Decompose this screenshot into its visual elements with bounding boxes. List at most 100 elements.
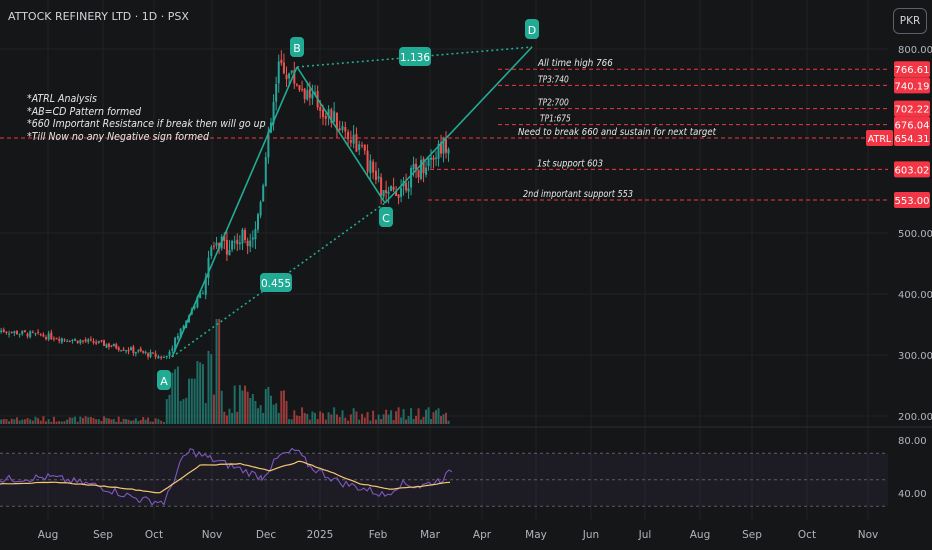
y-axis-tick: 500.00	[898, 229, 932, 240]
x-axis-tick: Nov	[202, 529, 223, 541]
candle-body	[382, 190, 385, 197]
candle-body	[63, 339, 66, 341]
candle-body	[204, 277, 207, 295]
candle-body	[322, 109, 325, 118]
volume-bar	[66, 419, 69, 424]
rsi-ma-line	[0, 460, 451, 494]
volume-bar	[39, 420, 42, 424]
candle-body	[117, 347, 120, 351]
volume-bar	[45, 421, 48, 424]
candle-body	[174, 337, 177, 351]
candle-body	[55, 338, 58, 340]
volume-bar	[196, 361, 199, 424]
volume-bar	[298, 416, 301, 424]
candle-body	[71, 339, 74, 341]
y-axis-tick: 400.00	[898, 290, 932, 301]
candle-body	[89, 339, 92, 341]
y-axis-tick: 800.00	[898, 45, 932, 56]
candle-body	[225, 239, 228, 255]
currency-button[interactable]: PKR	[893, 8, 927, 34]
volume-bar	[215, 319, 218, 424]
candle-body	[440, 142, 443, 154]
volume-bar	[60, 421, 63, 424]
candle-body	[31, 331, 34, 333]
volume-bar	[387, 414, 390, 424]
pattern-point	[525, 19, 539, 39]
volume-bar	[220, 390, 223, 424]
candle-body	[293, 70, 296, 84]
candle-body	[58, 339, 61, 341]
candle-body	[267, 131, 270, 158]
volume-bar	[233, 385, 236, 424]
volume-bar	[154, 418, 157, 424]
volume-bar	[125, 419, 128, 424]
volume-bar	[442, 414, 445, 424]
candle-body	[355, 134, 358, 152]
volume-bar	[246, 391, 249, 424]
candle-body	[176, 335, 179, 339]
volume-bar	[405, 419, 408, 424]
x-axis-tick: Dec	[256, 529, 277, 541]
volume-bar	[390, 410, 393, 424]
volume-bar	[392, 420, 395, 424]
candle-body	[301, 89, 304, 91]
candle-body	[37, 331, 40, 333]
candle-body	[319, 106, 322, 112]
candle-body	[445, 139, 448, 153]
candle-body	[264, 157, 267, 186]
candle-body	[254, 228, 257, 240]
volume-bar	[81, 418, 84, 424]
axes: 200.00 300.00 400.00 500.00 800.00 Aug Sep Oct N…	[38, 45, 932, 541]
volume-bar	[238, 385, 241, 424]
ratio-badge	[260, 273, 292, 292]
candle-body	[139, 348, 142, 352]
pattern-point	[157, 370, 171, 390]
ratio-line-bd	[296, 46, 533, 68]
candle-body	[417, 169, 420, 178]
volume-bar	[201, 364, 204, 424]
volume-bar	[338, 416, 341, 424]
candle-body	[420, 160, 423, 179]
candle-body	[149, 352, 152, 357]
volume-bar	[117, 416, 120, 424]
candle-body	[66, 341, 69, 343]
volume-bar	[425, 409, 428, 424]
volume-bar	[277, 412, 280, 424]
candle-body	[15, 331, 18, 335]
volume-bar	[358, 419, 361, 424]
volume-bar	[295, 415, 298, 424]
volume-bar	[257, 408, 260, 424]
volume-bar	[244, 385, 247, 424]
candle-body	[405, 182, 408, 191]
candle-body	[68, 341, 71, 343]
volume-bar	[272, 404, 275, 424]
candle-body	[8, 333, 11, 335]
volume-bar	[228, 408, 231, 424]
volume-bar	[262, 412, 265, 424]
price-badge-text: 676.04	[895, 121, 930, 132]
candle-body	[311, 93, 314, 99]
candle-body	[199, 292, 202, 299]
x-axis-tick: Feb	[369, 529, 388, 541]
volume-bar	[377, 414, 380, 424]
candle-body	[132, 346, 135, 354]
volume-bar	[74, 416, 77, 424]
volume-bar	[0, 419, 3, 424]
volume-bar	[301, 407, 304, 424]
candle-body	[395, 190, 398, 196]
candle-body	[358, 144, 361, 151]
price-badge	[894, 191, 930, 208]
volume-bar	[327, 412, 330, 424]
price-badge-text: 654.31	[895, 134, 930, 145]
candle-body	[201, 293, 204, 295]
abcd-pattern[interactable]: A B C D 0.455 1.136	[157, 19, 539, 390]
volume-bar	[259, 405, 262, 424]
volume-bar	[21, 419, 24, 424]
volume-bar	[139, 419, 142, 424]
candle-body	[95, 341, 98, 344]
volume-bar	[174, 369, 177, 424]
candle-body	[380, 177, 383, 196]
volume-bar	[50, 421, 53, 424]
x-axis-tick: Nov	[858, 529, 879, 541]
